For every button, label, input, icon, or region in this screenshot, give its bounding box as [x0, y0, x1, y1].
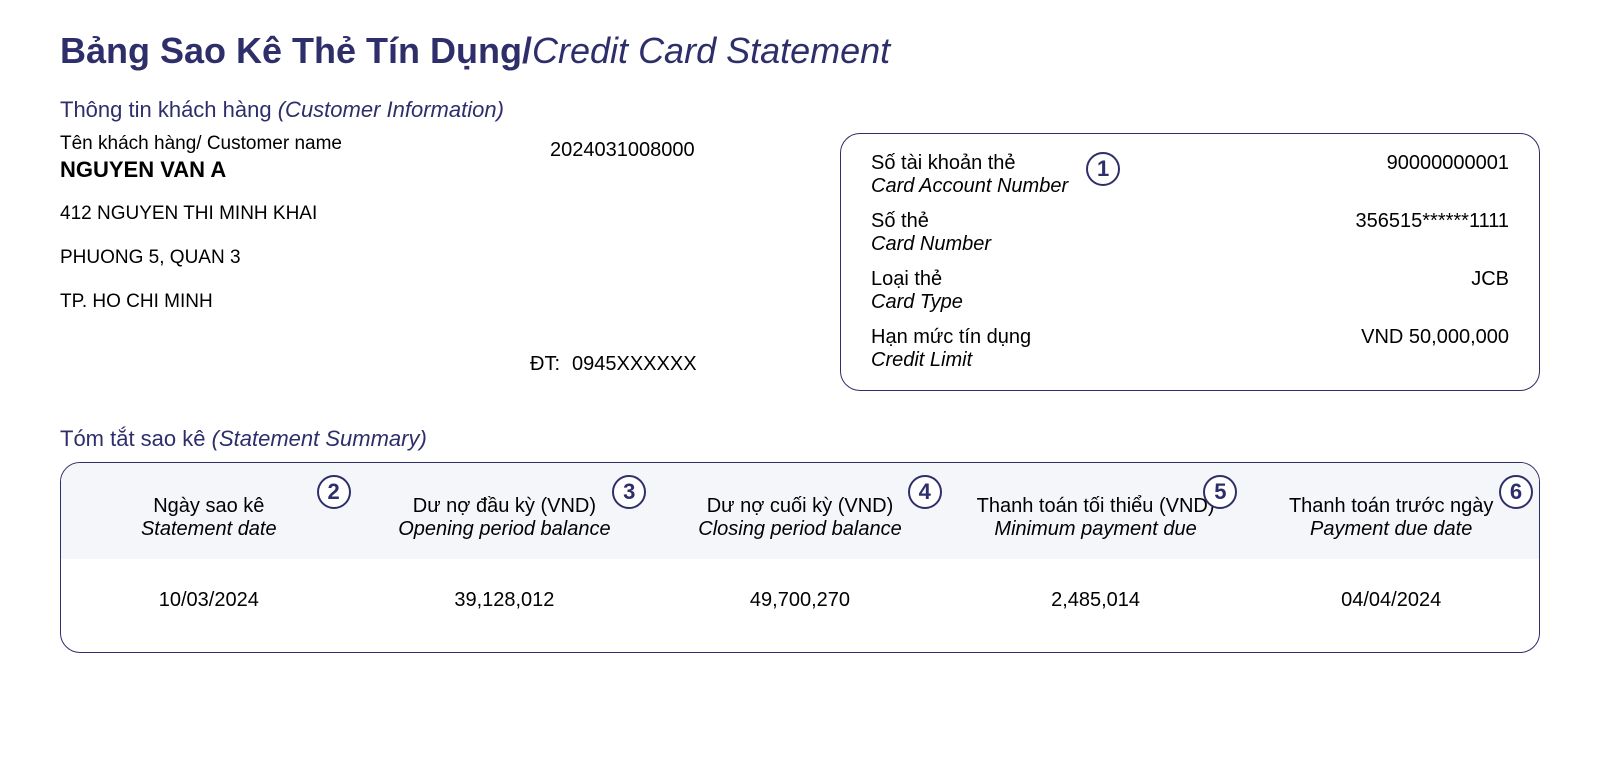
card-number-vn: Số thẻ	[871, 210, 991, 233]
card-account-vn: Số tài khoản thẻ	[871, 152, 1068, 175]
card-account-label: Số tài khoản thẻ Card Account Number	[871, 152, 1068, 198]
col-minimum-payment: 5 Thanh toán tối thiểu (VND) Minimum pay…	[948, 473, 1244, 541]
credit-limit-vn: Hạn mức tín dụng	[871, 326, 1031, 349]
summary-box: 2 Ngày sao kê Statement date 3 Dư nợ đầu…	[60, 462, 1540, 653]
col-closing-balance: 4 Dư nợ cuối kỳ (VND) Closing period bal…	[652, 473, 948, 541]
credit-limit-value: VND 50,000,000	[1361, 326, 1509, 349]
col2-en: Opening period balance	[363, 518, 647, 541]
summary-body-row: 10/03/2024 39,128,012 49,700,270 2,485,0…	[61, 559, 1539, 652]
col4-vn: Thanh toán tối thiểu (VND)	[954, 495, 1238, 518]
title-vn: Bảng Sao Kê Thẻ Tín Dụng	[60, 30, 522, 71]
customer-section-header: Thông tin khách hàng (Customer Informati…	[60, 97, 1540, 123]
card-row-type: Loại thẻ Card Type JCB	[871, 268, 1509, 314]
phone-row: ĐT: 0945XXXXXX	[530, 353, 697, 376]
closing-balance-value: 49,700,270	[652, 589, 948, 612]
phone-value: 0945XXXXXX	[572, 353, 697, 376]
statement-page: Bảng Sao Kê Thẻ Tín Dụng/Credit Card Sta…	[0, 0, 1600, 683]
col-due-date: 6 Thanh toán trước ngày Payment due date	[1243, 473, 1539, 541]
annotation-badge-2: 2	[317, 475, 351, 509]
reference-number: 2024031008000	[550, 139, 695, 162]
card-row-number: Số thẻ Card Number 356515******1111	[871, 210, 1509, 256]
annotation-badge-6: 6	[1499, 475, 1533, 509]
statement-date-value: 10/03/2024	[61, 589, 357, 612]
customer-header-en: (Customer Information)	[278, 97, 504, 122]
summary-header-vn: Tóm tắt sao kê	[60, 426, 206, 451]
credit-limit-en: Credit Limit	[871, 349, 1031, 372]
address-line-2: PHUONG 5, QUAN 3	[60, 247, 820, 269]
card-row-limit: Hạn mức tín dụng Credit Limit VND 50,000…	[871, 326, 1509, 372]
col1-en: Statement date	[67, 518, 351, 541]
card-account-value: 90000000001	[1387, 152, 1509, 175]
card-account-en: Card Account Number	[871, 175, 1068, 198]
summary-header-row: 2 Ngày sao kê Statement date 3 Dư nợ đầu…	[61, 463, 1539, 559]
annotation-badge-3: 3	[612, 475, 646, 509]
col4-en: Minimum payment due	[954, 518, 1238, 541]
address-line-3: TP. HO CHI MINH	[60, 291, 820, 313]
col2-vn: Dư nợ đầu kỳ (VND)	[363, 495, 647, 518]
col5-en: Payment due date	[1249, 518, 1533, 541]
col3-en: Closing period balance	[658, 518, 942, 541]
title-sep: /	[522, 30, 532, 71]
summary-section-header: Tóm tắt sao kê (Statement Summary)	[60, 426, 1540, 452]
card-number-en: Card Number	[871, 233, 991, 256]
customer-block: Tên khách hàng/ Customer name NGUYEN VAN…	[60, 133, 1540, 391]
minimum-payment-value: 2,485,014	[948, 589, 1244, 612]
col5-vn: Thanh toán trước ngày	[1249, 495, 1533, 518]
col3-vn: Dư nợ cuối kỳ (VND)	[658, 495, 942, 518]
card-row-account: Số tài khoản thẻ Card Account Number 1 9…	[871, 152, 1509, 198]
annotation-badge-1: 1	[1086, 152, 1120, 186]
annotation-badge-4: 4	[908, 475, 942, 509]
page-title: Bảng Sao Kê Thẻ Tín Dụng/Credit Card Sta…	[60, 30, 1540, 72]
card-number-label: Số thẻ Card Number	[871, 210, 991, 256]
col1-vn: Ngày sao kê	[67, 495, 351, 518]
card-number-value: 356515******1111	[1356, 210, 1509, 233]
due-date-value: 04/04/2024	[1243, 589, 1539, 612]
credit-limit-label: Hạn mức tín dụng Credit Limit	[871, 326, 1031, 372]
customer-name-value: NGUYEN VAN A	[60, 157, 820, 183]
col-opening-balance: 3 Dư nợ đầu kỳ (VND) Opening period bala…	[357, 473, 653, 541]
summary-header-en: (Statement Summary)	[212, 426, 427, 451]
customer-left: Tên khách hàng/ Customer name NGUYEN VAN…	[60, 133, 820, 391]
phone-label: ĐT:	[530, 353, 560, 376]
customer-header-vn: Thông tin khách hàng	[60, 97, 272, 122]
card-type-value: JCB	[1471, 268, 1509, 291]
card-info-box: Số tài khoản thẻ Card Account Number 1 9…	[840, 133, 1540, 391]
col-statement-date: 2 Ngày sao kê Statement date	[61, 473, 357, 541]
card-type-vn: Loại thẻ	[871, 268, 963, 291]
opening-balance-value: 39,128,012	[357, 589, 653, 612]
customer-name-label: Tên khách hàng/ Customer name	[60, 133, 820, 155]
address-line-1: 412 NGUYEN THI MINH KHAI	[60, 203, 820, 225]
card-type-en: Card Type	[871, 291, 963, 314]
title-en: Credit Card Statement	[532, 30, 890, 71]
card-type-label: Loại thẻ Card Type	[871, 268, 963, 314]
